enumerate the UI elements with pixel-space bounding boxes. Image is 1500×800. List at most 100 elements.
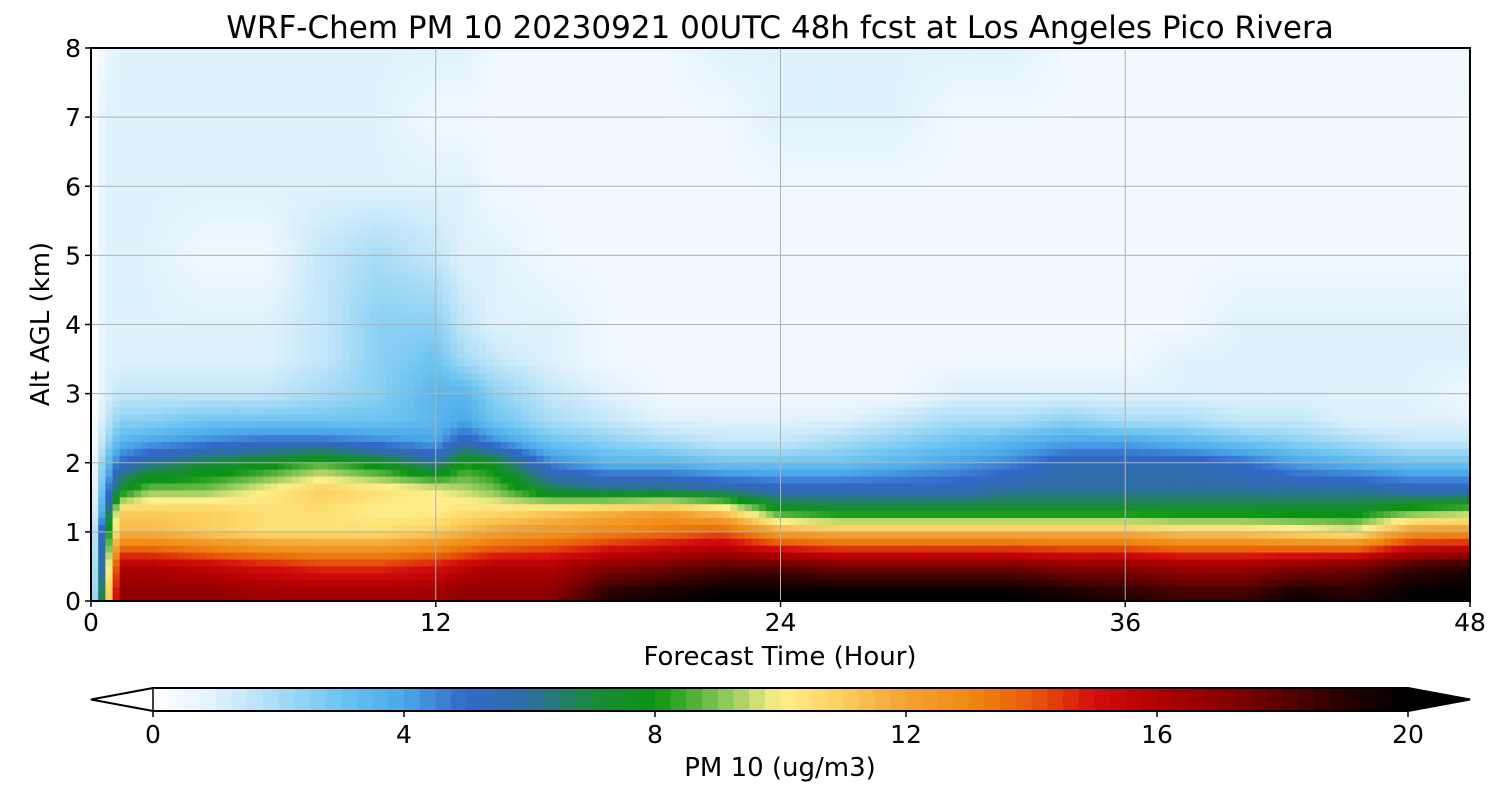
heatmap-cell	[694, 89, 703, 97]
heatmap-cell	[112, 82, 121, 91]
heatmap-cell	[1340, 144, 1349, 153]
heatmap-cell	[931, 117, 940, 125]
heatmap-cell	[1039, 186, 1047, 194]
heatmap-cell	[529, 124, 537, 132]
heatmap-cell	[1024, 103, 1033, 111]
heatmap-cell	[1369, 61, 1378, 70]
heatmap-cell	[916, 186, 925, 194]
heatmap-cell	[284, 144, 293, 153]
heatmap-cell	[608, 137, 616, 146]
heatmap-cell	[744, 172, 753, 180]
heatmap-cell	[1441, 82, 1450, 91]
heatmap-cell	[1039, 82, 1047, 91]
heatmap-cell	[924, 158, 932, 167]
heatmap-cell	[881, 117, 889, 125]
heatmap-cell	[1139, 193, 1148, 201]
heatmap-cell	[1089, 75, 1098, 84]
heatmap-cell	[916, 124, 925, 132]
heatmap-cell	[629, 144, 638, 153]
heatmap-cell	[184, 193, 193, 201]
heatmap-cell	[737, 144, 746, 153]
heatmap-cell	[1434, 144, 1442, 153]
heatmap-cell	[407, 186, 415, 194]
heatmap-cell	[960, 220, 968, 229]
heatmap-cell	[1060, 54, 1069, 63]
heatmap-cell	[550, 186, 559, 194]
heatmap-cell	[1240, 110, 1248, 118]
heatmap-cell	[536, 151, 545, 160]
heatmap-cell	[292, 48, 300, 56]
heatmap-cell	[881, 130, 889, 139]
heatmap-cell	[1053, 193, 1062, 201]
heatmap-cell	[938, 124, 947, 132]
heatmap-cell	[1369, 117, 1378, 125]
heatmap-cell	[1225, 137, 1234, 146]
heatmap-cell	[1110, 96, 1119, 104]
heatmap-cell	[162, 110, 171, 118]
heatmap-cell	[1225, 186, 1234, 194]
heatmap-cell	[1132, 186, 1141, 194]
heatmap-cell	[256, 48, 264, 56]
heatmap-cell	[1398, 82, 1406, 91]
heatmap-cell	[715, 200, 724, 208]
heatmap-cell	[349, 172, 358, 180]
heatmap-cell	[500, 165, 509, 174]
heatmap-cell	[442, 193, 451, 201]
heatmap-cell	[1024, 206, 1033, 215]
heatmap-cell	[1304, 158, 1313, 167]
heatmap-cell	[758, 213, 767, 222]
heatmap-cell	[1067, 172, 1076, 180]
heatmap-cell	[1276, 124, 1284, 132]
heatmap-cell	[988, 220, 997, 229]
heatmap-cell	[636, 193, 645, 201]
heatmap-cell	[952, 213, 961, 222]
heatmap-cell	[1441, 124, 1450, 132]
heatmap-cell	[141, 75, 150, 84]
heatmap-cell	[1003, 220, 1011, 229]
heatmap-cell	[141, 165, 150, 174]
heatmap-cell	[1060, 130, 1069, 139]
heatmap-cell	[1225, 96, 1234, 104]
heatmap-cell	[105, 82, 114, 91]
heatmap-cell	[1089, 54, 1098, 63]
heatmap-cell	[91, 137, 99, 146]
heatmap-cell	[1268, 124, 1277, 132]
heatmap-cell	[1132, 220, 1141, 229]
heatmap-cell	[866, 103, 875, 111]
heatmap-cell	[1326, 96, 1335, 104]
heatmap-cell	[493, 117, 501, 125]
heatmap-cell	[593, 186, 602, 194]
heatmap-cell	[385, 165, 394, 174]
heatmap-cell	[1355, 82, 1363, 91]
heatmap-cell	[435, 124, 444, 132]
heatmap-cell	[399, 206, 408, 215]
heatmap-cell	[1118, 82, 1126, 91]
heatmap-cell	[442, 220, 451, 229]
heatmap-cell	[284, 89, 293, 97]
heatmap-cell	[1031, 165, 1040, 174]
heatmap-cell	[830, 61, 839, 70]
heatmap-cell	[974, 186, 983, 194]
heatmap-cell	[1232, 200, 1241, 208]
heatmap-cell	[665, 117, 674, 125]
heatmap-cell	[816, 172, 825, 180]
heatmap-cell	[550, 103, 559, 111]
heatmap-cell	[1204, 130, 1213, 139]
heatmap-cell	[356, 193, 365, 201]
heatmap-cell	[284, 124, 293, 132]
heatmap-cell	[371, 103, 379, 111]
heatmap-cell	[701, 96, 710, 104]
heatmap-cell	[1362, 206, 1371, 215]
heatmap-cell	[974, 48, 983, 56]
heatmap-cell	[371, 110, 379, 118]
heatmap-cell	[521, 165, 530, 174]
heatmap-cell	[471, 54, 480, 63]
heatmap-cell	[392, 165, 401, 174]
heatmap-cell	[909, 117, 918, 125]
heatmap-cell	[1319, 151, 1327, 160]
heatmap-cell	[1168, 54, 1177, 63]
heatmap-cell	[1218, 200, 1227, 208]
heatmap-cell	[758, 75, 767, 84]
heatmap-cell	[450, 137, 458, 146]
heatmap-cell	[1383, 48, 1392, 56]
